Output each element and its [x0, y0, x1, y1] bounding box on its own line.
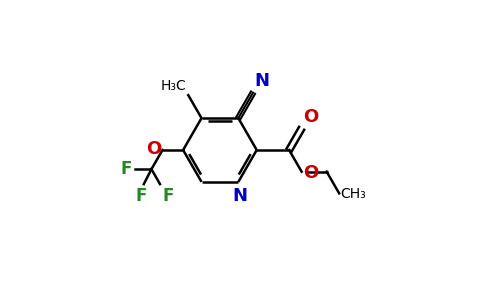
Text: O: O [303, 108, 318, 126]
Text: O: O [146, 140, 161, 158]
Text: H₃C: H₃C [161, 79, 187, 93]
Text: CH₃: CH₃ [341, 187, 366, 201]
Text: O: O [303, 164, 318, 181]
Text: N: N [232, 187, 247, 205]
Text: F: F [136, 187, 147, 205]
Text: F: F [120, 160, 132, 178]
Text: F: F [163, 187, 174, 205]
Text: N: N [255, 72, 270, 90]
